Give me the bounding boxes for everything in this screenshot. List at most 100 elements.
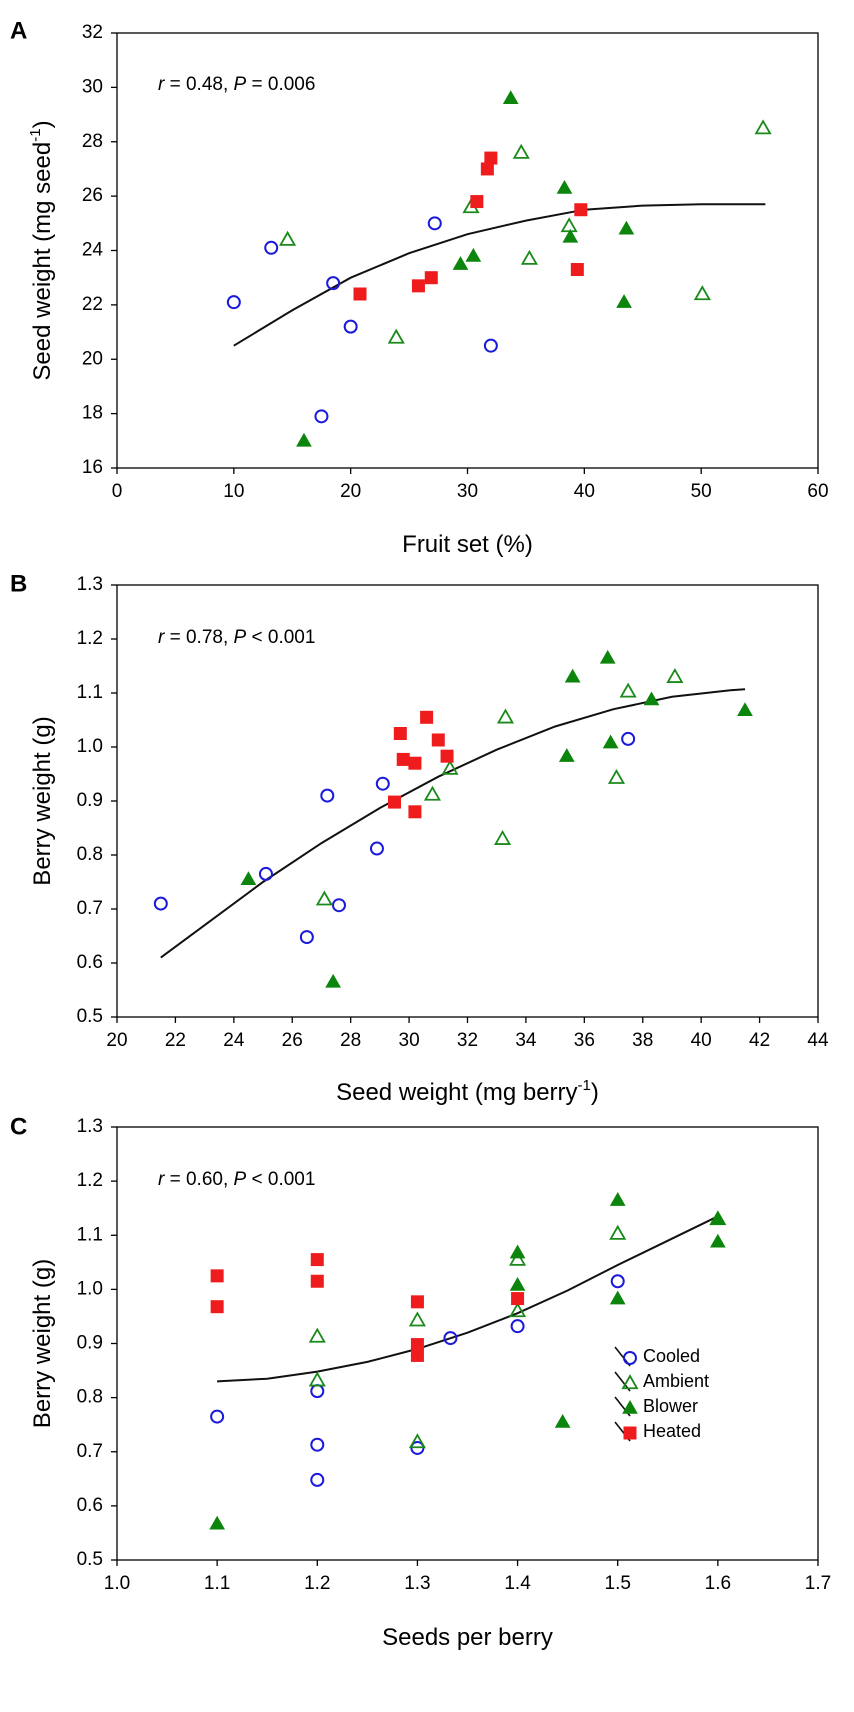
plot-frame — [116, 32, 819, 469]
y-tick-label: 1.1 — [77, 682, 103, 703]
blower-point — [209, 1515, 226, 1530]
legend-marker-blower — [622, 1399, 638, 1414]
cooled-point — [326, 276, 341, 291]
cooled-point — [610, 1274, 625, 1289]
y-tick-label: 0.9 — [77, 790, 103, 811]
x-tick-label: 1.3 — [404, 1573, 430, 1594]
y-tick-label: 16 — [82, 457, 103, 478]
x-tick-label: 42 — [749, 1030, 770, 1051]
panel-label: B — [10, 570, 27, 597]
heated-point — [470, 195, 484, 209]
x-tick-label: 40 — [691, 1030, 712, 1051]
y-tick-label: 0.6 — [77, 1495, 103, 1516]
heated-point — [210, 1300, 224, 1314]
y-tick-label: 1.3 — [77, 574, 103, 595]
heated-point — [310, 1274, 324, 1288]
panel-a: A 0 10 20 30 40 50 60 16 18 20 22 24 26 28 30 32 Fruit se… — [10, 17, 829, 558]
cooled-point — [483, 338, 498, 353]
series-cooled — [210, 1274, 625, 1487]
fit-curve — [233, 203, 766, 347]
series-heated — [353, 151, 588, 301]
y-tick-label: 18 — [82, 403, 103, 424]
x-tick-label: 1.4 — [504, 1573, 531, 1594]
ambient-point — [609, 1224, 627, 1240]
y-tick-label: 0.9 — [77, 1333, 103, 1354]
blower-point — [296, 432, 312, 447]
ambient-point — [607, 768, 626, 784]
ambient-point — [619, 682, 637, 698]
ambient-point — [520, 249, 538, 265]
blower-point — [452, 256, 469, 270]
y-tick-label: 1.0 — [77, 1278, 103, 1299]
legend-marker-heated — [623, 1426, 637, 1440]
blower-point — [509, 1277, 526, 1291]
heated-point — [574, 203, 588, 217]
legend-marker-cooled — [623, 1351, 637, 1365]
series-ambient — [315, 667, 684, 906]
legend-label-heated: Heated — [643, 1421, 701, 1441]
heated-point — [411, 279, 425, 293]
y-tick-label: 0.5 — [77, 1006, 103, 1027]
ambient-point — [666, 667, 684, 683]
x-tick-label: 1.7 — [805, 1573, 831, 1594]
heated-point — [511, 1292, 525, 1306]
cooled-point — [310, 1472, 325, 1487]
blower-point — [558, 748, 575, 762]
y-tick-label: 28 — [82, 131, 103, 152]
heated-point — [408, 805, 422, 819]
series-heated — [210, 1253, 525, 1362]
ambient-point — [512, 143, 530, 159]
heated-point — [410, 1338, 424, 1352]
x-tick-label: 1.0 — [104, 1573, 130, 1594]
blower-point — [709, 1211, 726, 1225]
legend-label-blower: Blower — [643, 1396, 698, 1416]
y-tick-label: 1.0 — [77, 736, 103, 757]
x-tick-label: 1.5 — [605, 1573, 631, 1594]
blower-point — [325, 973, 342, 988]
x-tick-label: 30 — [457, 481, 478, 502]
heated-point — [396, 752, 410, 766]
y-axis-label: Berry weight (g) — [29, 1259, 56, 1428]
x-axis-label: Seed weight (mg berry-1) — [336, 1077, 599, 1106]
x-tick-label: 1.2 — [304, 1573, 330, 1594]
ambient-point — [441, 759, 459, 775]
y-tick-label: 32 — [82, 22, 103, 43]
heated-point — [410, 1295, 424, 1309]
series-blower — [209, 1192, 726, 1530]
cooled-point — [320, 788, 335, 803]
cooled-point — [258, 866, 273, 881]
blower-point — [509, 1244, 526, 1259]
correlation-annotation: r = 0.48, P = 0.006 — [158, 74, 315, 95]
ambient-point — [387, 328, 405, 344]
panel-c: C 1.0 1.1 1.2 1.3 1.4 1.5 1.6 1.7 0.5 0.6 0.7 0.8 0.9… — [10, 1113, 831, 1651]
ambient-point — [408, 1311, 426, 1327]
blower-point — [502, 90, 519, 104]
cooled-point — [621, 731, 636, 746]
x-axis-label: Seeds per berry — [382, 1624, 553, 1651]
blower-point — [609, 1192, 626, 1206]
x-tick-label: 38 — [632, 1030, 653, 1051]
y-tick-label: 0.7 — [77, 1441, 103, 1462]
blower-point — [609, 1290, 626, 1305]
blower-point — [643, 691, 660, 706]
legend: Cooled Ambient Blower Heated — [614, 1346, 709, 1442]
series-heated — [387, 710, 454, 819]
heated-point — [570, 263, 584, 277]
ambient-point — [693, 285, 711, 301]
ambient-point — [423, 785, 442, 801]
legend-label-ambient: Ambient — [643, 1371, 709, 1391]
x-tick-label: 1.6 — [705, 1573, 731, 1594]
y-tick-label: 0.7 — [77, 898, 103, 919]
heated-point — [431, 733, 445, 747]
ambient-point — [308, 1327, 326, 1343]
y-tick-label: 1.2 — [77, 1170, 103, 1191]
x-axis-label: Fruit set (%) — [402, 531, 533, 558]
blower-point — [709, 1233, 726, 1248]
blower-point — [737, 702, 753, 717]
series-blower — [240, 649, 753, 988]
correlation-annotation: r = 0.60, P < 0.001 — [158, 1169, 315, 1190]
heated-point — [424, 271, 438, 285]
heated-point — [440, 749, 454, 763]
y-tick-label: 0.8 — [77, 1387, 103, 1408]
